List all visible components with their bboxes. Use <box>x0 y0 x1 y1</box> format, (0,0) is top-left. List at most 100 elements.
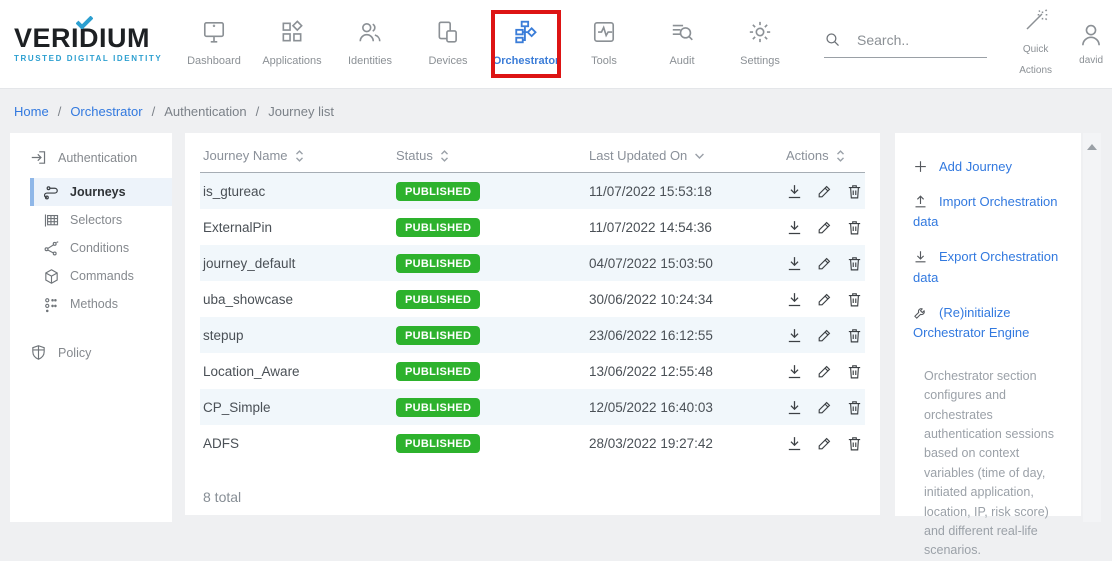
sort-both-icon <box>295 149 303 162</box>
search-box <box>824 31 987 58</box>
nav-label: Applications <box>262 55 322 67</box>
sidebar-item-journeys[interactable]: Journeys <box>30 178 172 206</box>
nav-item-dashboard[interactable]: Dashboard <box>182 13 246 75</box>
import-orchestration-button[interactable]: Import Orchestration data <box>913 194 1058 230</box>
last-updated-cell: 04/07/2022 15:03:50 <box>589 255 713 271</box>
add-journey-button[interactable]: Add Journey <box>913 157 1067 177</box>
edit-icon[interactable] <box>816 327 833 344</box>
sort-desc-icon <box>695 153 705 159</box>
nav-item-tools[interactable]: Tools <box>572 13 636 75</box>
download-icon[interactable] <box>786 219 803 236</box>
tools-icon <box>591 19 617 45</box>
journey-name-cell: stepup <box>203 327 244 343</box>
sort-both-icon <box>440 149 448 162</box>
export-orchestration-button[interactable]: Export Orchestration data <box>913 249 1059 285</box>
edit-icon[interactable] <box>816 435 833 452</box>
scroll-up-arrow-icon[interactable] <box>1087 144 1097 150</box>
nav-item-devices[interactable]: Devices <box>416 13 480 75</box>
search-input[interactable] <box>857 31 987 48</box>
edit-icon[interactable] <box>816 399 833 416</box>
sidebar-label: Selectors <box>70 213 123 227</box>
status-badge: PUBLISHED <box>396 217 481 237</box>
status-cell: PUBLISHED <box>393 217 586 237</box>
delete-icon[interactable] <box>846 399 863 416</box>
download-icon[interactable] <box>786 399 803 416</box>
download-icon[interactable] <box>786 183 803 200</box>
vertical-scrollbar[interactable] <box>1083 133 1101 522</box>
last-updated-cell: 30/06/2022 10:24:34 <box>589 291 713 307</box>
nav-item-settings[interactable]: Settings <box>728 13 792 75</box>
journey-name-cell: uba_showcase <box>203 291 294 307</box>
sidebar-label: Commands <box>70 269 134 283</box>
delete-icon[interactable] <box>846 327 863 344</box>
nav-item-applications[interactable]: Applications <box>260 13 324 75</box>
sidebar-item-commands[interactable]: Commands <box>30 262 172 290</box>
status-badge: PUBLISHED <box>396 397 481 417</box>
delete-icon[interactable] <box>846 363 863 380</box>
edit-icon[interactable] <box>816 255 833 272</box>
sort-both-icon <box>836 149 844 162</box>
selectors-icon <box>44 213 59 227</box>
edit-icon[interactable] <box>816 183 833 200</box>
actions-cell <box>783 363 865 380</box>
edit-icon[interactable] <box>816 291 833 308</box>
breadcrumb-separator: / <box>151 103 156 119</box>
quick-actions-button[interactable]: Quick Actions <box>1013 8 1058 81</box>
status-cell: PUBLISHED <box>393 397 586 417</box>
table-row: uba_showcase PUBLISHED 30/06/2022 10:24:… <box>200 281 865 317</box>
sidebar-item-policy[interactable]: Policy <box>10 328 172 371</box>
nav-label: Tools <box>591 55 617 67</box>
delete-icon[interactable] <box>846 255 863 272</box>
applications-icon <box>279 19 305 45</box>
download-icon[interactable] <box>786 327 803 344</box>
delete-icon[interactable] <box>846 183 863 200</box>
sidebar-item-conditions[interactable]: Conditions <box>30 234 172 262</box>
table-row: CP_Simple PUBLISHED 12/05/2022 16:40:03 <box>200 389 865 425</box>
table-row: stepup PUBLISHED 23/06/2022 16:12:55 <box>200 317 865 353</box>
plus-icon <box>913 159 928 174</box>
reinitialize-engine-button[interactable]: (Re)initialize Orchestrator Engine <box>913 304 1030 340</box>
user-menu[interactable]: david <box>1070 22 1112 66</box>
status-cell: PUBLISHED <box>393 325 586 345</box>
download-icon[interactable] <box>786 255 803 272</box>
download-icon[interactable] <box>786 363 803 380</box>
column-header-last-updated[interactable]: Last Updated On <box>586 148 783 163</box>
sidebar-item-authentication[interactable]: Authentication <box>10 133 172 176</box>
nav-item-orchestrator[interactable]: Orchestrator <box>491 10 561 78</box>
sidebar-label: Journeys <box>70 185 126 199</box>
breadcrumb-orchestrator[interactable]: Orchestrator <box>70 103 143 119</box>
column-header-actions[interactable]: Actions <box>783 148 865 163</box>
column-header-journey-name[interactable]: Journey Name <box>200 148 393 163</box>
journeys-icon <box>43 185 58 199</box>
breadcrumb-home[interactable]: Home <box>14 103 49 119</box>
audit-icon <box>669 19 695 45</box>
edit-icon[interactable] <box>816 219 833 236</box>
dashboard-icon <box>201 19 227 45</box>
breadcrumb: Home / Orchestrator / Authentication / J… <box>0 89 334 133</box>
nav-item-identities[interactable]: Identities <box>338 13 402 75</box>
delete-icon[interactable] <box>846 219 863 236</box>
status-badge: PUBLISHED <box>396 181 481 201</box>
nav-item-audit[interactable]: Audit <box>650 13 714 75</box>
nav-label: Orchestrator <box>492 55 560 67</box>
last-updated-cell: 13/06/2022 12:55:48 <box>589 363 713 379</box>
orchestrator-icon <box>513 19 539 45</box>
nav-label: Devices <box>428 55 468 67</box>
actions-cell <box>783 255 865 272</box>
sidebar-item-methods[interactable]: Methods <box>30 290 172 318</box>
side-panel: Add Journey Import Orchestration data Ex… <box>895 133 1081 557</box>
top-header: VERIDIUM TRUSTED DIGITAL IDENTITY Dashbo… <box>0 0 1112 89</box>
sidebar-label: Methods <box>70 297 118 311</box>
sidebar-item-selectors[interactable]: Selectors <box>30 206 172 234</box>
column-header-status[interactable]: Status <box>393 148 586 163</box>
status-cell: PUBLISHED <box>393 289 586 309</box>
actions-cell <box>783 219 865 236</box>
download-icon[interactable] <box>786 435 803 452</box>
delete-icon[interactable] <box>846 435 863 452</box>
last-updated-cell: 11/07/2022 14:54:36 <box>589 219 712 235</box>
user-avatar-icon <box>1078 22 1104 48</box>
download-icon[interactable] <box>786 291 803 308</box>
last-updated-cell: 23/06/2022 16:12:55 <box>589 327 713 343</box>
edit-icon[interactable] <box>816 363 833 380</box>
delete-icon[interactable] <box>846 291 863 308</box>
